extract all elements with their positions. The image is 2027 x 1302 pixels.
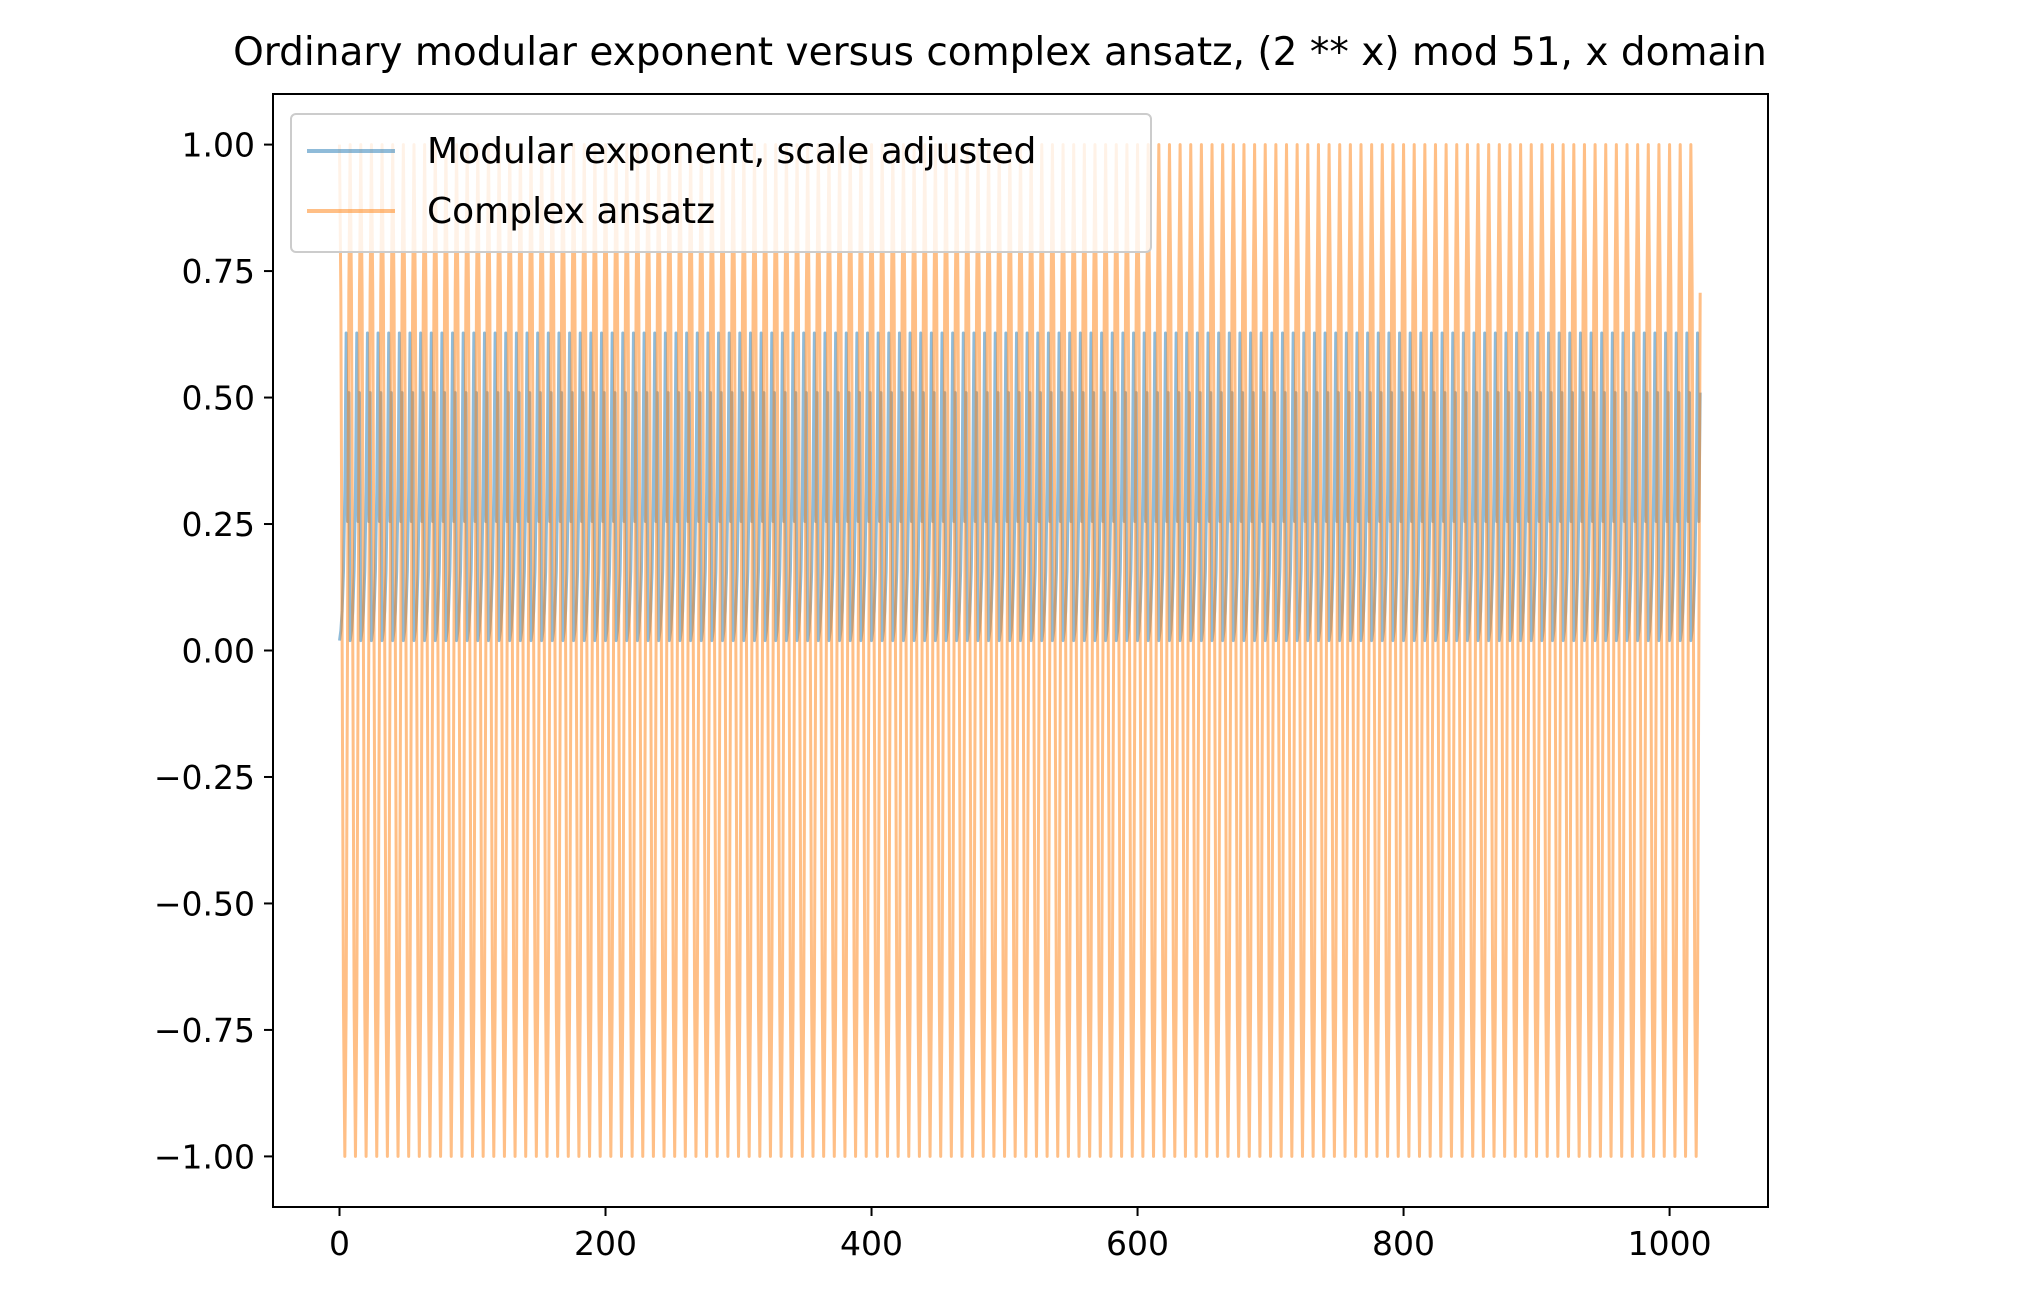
y-tick-label: 0.25 xyxy=(182,505,255,544)
y-tick-label: −0.25 xyxy=(154,758,255,797)
y-tick-label: −1.00 xyxy=(154,1137,255,1176)
x-tick-label: 800 xyxy=(1372,1224,1435,1263)
x-axis: 0 200 400 600 800 1000 xyxy=(329,1207,1712,1263)
axes-frame xyxy=(272,93,1769,1208)
legend-label-complex-ansatz: Complex ansatz xyxy=(427,191,715,232)
x-tick-label: 400 xyxy=(840,1224,903,1263)
y-tick-label: −0.75 xyxy=(154,1011,255,1050)
legend-box xyxy=(290,113,1152,253)
y-tick-label: 1.00 xyxy=(182,126,255,165)
x-tick-label: 0 xyxy=(329,1224,350,1263)
x-tick-label: 200 xyxy=(574,1224,637,1263)
legend-label-modular-exponent: Modular exponent, scale adjusted xyxy=(427,131,1036,172)
chart-title: Ordinary modular exponent versus complex… xyxy=(233,30,1767,75)
y-tick-label: 0.00 xyxy=(182,632,255,671)
y-tick-label: −0.50 xyxy=(154,884,255,923)
y-tick-label: 0.75 xyxy=(182,252,255,291)
y-tick-label: 0.50 xyxy=(182,379,255,418)
legend: Modular exponent, scale adjusted Complex… xyxy=(290,113,1152,253)
y-axis: 1.00 0.75 0.50 0.25 0.00 −0.25 −0.50 −0.75 −1.00 xyxy=(154,126,273,1176)
x-tick-label: 1000 xyxy=(1628,1224,1712,1263)
x-tick-label: 600 xyxy=(1106,1224,1169,1263)
